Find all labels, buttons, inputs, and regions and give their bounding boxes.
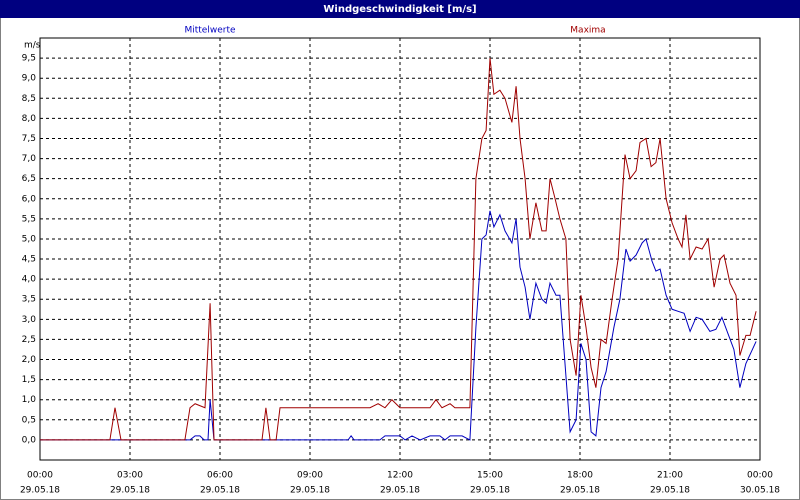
x-tick-date: 29.05.18 bbox=[380, 486, 420, 496]
x-tick-date: 29.05.18 bbox=[290, 486, 330, 496]
y-tick-label: 3,0 bbox=[22, 315, 37, 325]
x-tick-label: 12:00 bbox=[387, 471, 413, 481]
y-tick-label: 7,5 bbox=[22, 134, 36, 144]
x-tick-date: 29.05.18 bbox=[200, 486, 240, 496]
y-tick-label: 6,0 bbox=[22, 194, 37, 204]
y-tick-label: 4,0 bbox=[22, 275, 37, 285]
y-tick-label: 3,5 bbox=[22, 295, 36, 305]
x-tick-date: 29.05.18 bbox=[20, 486, 60, 496]
y-tick-label: 8,0 bbox=[22, 114, 37, 124]
title-bar bbox=[0, 0, 800, 18]
x-tick-label: 21:00 bbox=[657, 471, 683, 481]
data-line bbox=[40, 210, 757, 441]
y-tick-label: 1,0 bbox=[22, 395, 37, 405]
y-tick-label: 9,0 bbox=[22, 74, 37, 84]
x-tick-date: 30.05.18 bbox=[740, 486, 780, 496]
y-tick-label: 2,5 bbox=[22, 335, 36, 345]
y-tick-label: 8,5 bbox=[22, 94, 36, 104]
x-tick-label: 00:00 bbox=[747, 471, 773, 481]
y-tick-label: 7,0 bbox=[22, 154, 37, 164]
y-tick-label: 9,5 bbox=[22, 54, 36, 64]
x-tick-date: 29.05.18 bbox=[470, 486, 510, 496]
chart-title: Windgeschwindigkeit [m/s] bbox=[323, 4, 476, 15]
x-tick-date: 29.05.18 bbox=[560, 486, 600, 496]
x-tick-label: 00:00 bbox=[27, 471, 53, 481]
x-tick-label: 06:00 bbox=[207, 471, 233, 481]
y-tick-label: 1,5 bbox=[22, 375, 36, 385]
y-tick-label: 2,0 bbox=[22, 355, 37, 365]
x-tick-date: 29.05.18 bbox=[110, 486, 150, 496]
x-tick-label: 03:00 bbox=[117, 471, 143, 481]
y-tick-label: 0,5 bbox=[22, 415, 36, 425]
y-axis-label: m/s bbox=[24, 41, 41, 51]
y-tick-label: 4,5 bbox=[22, 255, 36, 265]
y-tick-label: 6,5 bbox=[22, 174, 36, 184]
legend-label: Maxima bbox=[570, 26, 605, 36]
x-tick-label: 18:00 bbox=[567, 471, 593, 481]
x-tick-label: 15:00 bbox=[477, 471, 503, 481]
x-tick-date: 29.05.18 bbox=[650, 486, 690, 496]
y-tick-label: 5,5 bbox=[22, 214, 36, 224]
data-line bbox=[40, 58, 757, 441]
legend-label: Mittelwerte bbox=[184, 26, 235, 36]
y-tick-label: 0,0 bbox=[22, 435, 37, 445]
x-tick-label: 09:00 bbox=[297, 471, 323, 481]
y-tick-label: 5,0 bbox=[22, 234, 37, 244]
